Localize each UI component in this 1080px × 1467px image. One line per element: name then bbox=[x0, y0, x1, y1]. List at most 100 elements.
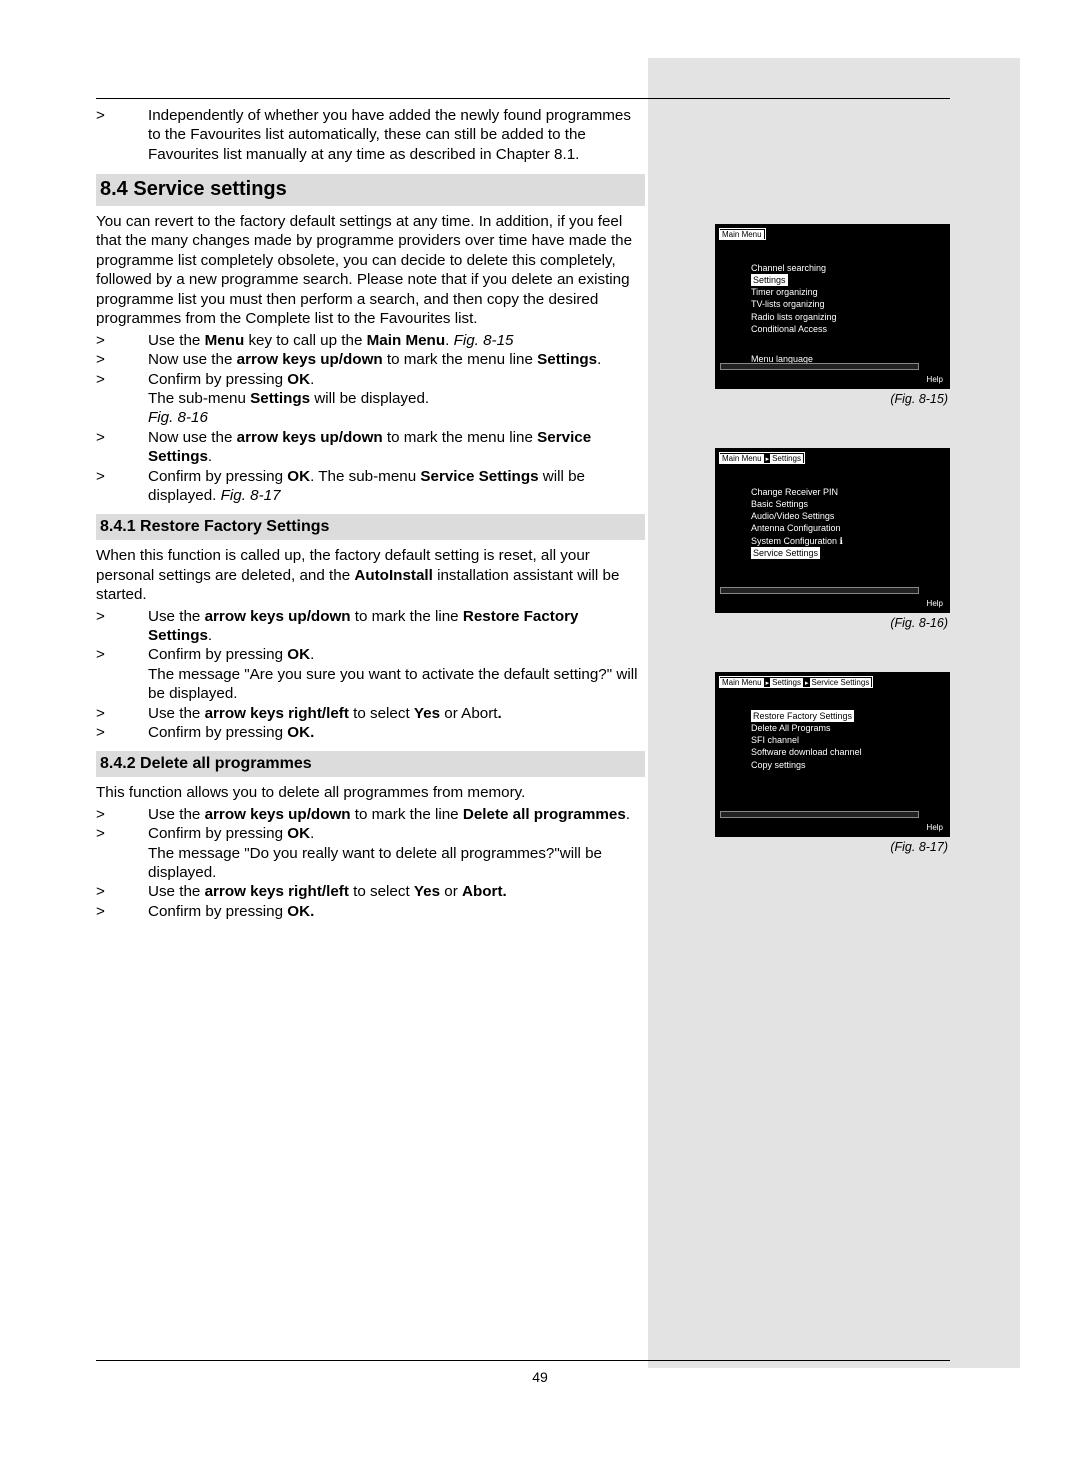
menu-item: Settings bbox=[751, 274, 946, 286]
menu-item: Channel searching bbox=[751, 262, 946, 274]
step-text: Independently of whether you have added … bbox=[148, 106, 645, 164]
step: >Now use the arrow keys up/down to mark … bbox=[96, 350, 645, 369]
menu-item: Software download channel bbox=[751, 746, 946, 758]
heading-8-4: 8.4 Service settings bbox=[96, 174, 645, 206]
heading-8-4-2: 8.4.2 Delete all programmes bbox=[96, 751, 645, 777]
figure-f16: Main Menu▸Settings Change Receiver PINBas… bbox=[715, 448, 950, 630]
screenshot: Main Menu▸Settings Change Receiver PINBas… bbox=[715, 448, 950, 613]
step: >Confirm by pressing OK. bbox=[96, 723, 645, 742]
menu-item: Service Settings bbox=[751, 547, 946, 559]
breadcrumb-item: Main Menu bbox=[720, 678, 764, 687]
step-text: Confirm by pressing OK. bbox=[148, 723, 645, 742]
step-text: Use the arrow keys up/down to mark the l… bbox=[148, 607, 645, 646]
step-marker: > bbox=[96, 824, 148, 882]
step-marker: > bbox=[96, 428, 148, 467]
menu-item: Conditional Access bbox=[751, 323, 946, 335]
steps-8-4-2: >Use the arrow keys up/down to mark the … bbox=[96, 805, 645, 922]
top-rule bbox=[96, 98, 950, 99]
step: >Use the arrow keys right/left to select… bbox=[96, 882, 645, 901]
menu-item: Restore Factory Settings bbox=[751, 710, 946, 722]
menu-item: TV-lists organizing bbox=[751, 298, 946, 310]
step-text: Confirm by pressing OK.The message "Are … bbox=[148, 645, 645, 703]
steps-8-4: >Use the Menu key to call up the Main Me… bbox=[96, 331, 645, 506]
para-8-4-1: When this function is called up, the fac… bbox=[96, 546, 645, 604]
help-label: Help bbox=[927, 599, 943, 608]
menu-item: Copy settings bbox=[751, 759, 946, 771]
step-text: Now use the arrow keys up/down to mark t… bbox=[148, 428, 645, 467]
step-marker: > bbox=[96, 467, 148, 506]
step-text: Use the arrow keys right/left to select … bbox=[148, 882, 645, 901]
menu-item-selected: Restore Factory Settings bbox=[751, 710, 854, 722]
step-text: Confirm by pressing OK.The message "Do y… bbox=[148, 824, 645, 882]
step: >Use the arrow keys right/left to select… bbox=[96, 704, 645, 723]
step-text: Use the arrow keys right/left to select … bbox=[148, 704, 645, 723]
breadcrumb-item: Settings bbox=[770, 678, 803, 687]
step-text: Confirm by pressing OK. The sub-menu Ser… bbox=[148, 467, 645, 506]
step-text: Confirm by pressing OK. bbox=[148, 902, 645, 921]
menu-item-selected: Service Settings bbox=[751, 547, 820, 559]
menu-item: SFI channel bbox=[751, 734, 946, 746]
menu-item: Delete All Programs bbox=[751, 722, 946, 734]
step-text: Use the arrow keys up/down to mark the l… bbox=[148, 805, 645, 824]
figure-caption: (Fig. 8-17) bbox=[715, 840, 950, 854]
figure-caption: (Fig. 8-15) bbox=[715, 392, 950, 406]
breadcrumb: Main Menu▸Settings bbox=[719, 452, 805, 464]
step-marker: > bbox=[96, 331, 148, 350]
step-marker: > bbox=[96, 106, 148, 164]
steps-8-4-1: >Use the arrow keys up/down to mark the … bbox=[96, 607, 645, 743]
step-text: Now use the arrow keys up/down to mark t… bbox=[148, 350, 645, 369]
breadcrumb: Main Menu bbox=[719, 228, 766, 240]
step: >Now use the arrow keys up/down to mark … bbox=[96, 428, 645, 467]
step-marker: > bbox=[96, 723, 148, 742]
menu-item: Audio/Video Settings bbox=[751, 510, 946, 522]
menu-item: Antenna Configuration bbox=[751, 522, 946, 534]
menu-item: Timer organizing bbox=[751, 286, 946, 298]
breadcrumb-item: Main Menu bbox=[720, 230, 764, 239]
step-text: Confirm by pressing OK.The sub-menu Sett… bbox=[148, 370, 645, 428]
step: >Confirm by pressing OK. bbox=[96, 902, 645, 921]
step-marker: > bbox=[96, 882, 148, 901]
intro-step: > Independently of whether you have adde… bbox=[96, 106, 645, 164]
step-marker: > bbox=[96, 350, 148, 369]
menu-item: System Configuration ℹ bbox=[751, 535, 946, 547]
footer-bar bbox=[720, 587, 919, 594]
menu-list: Change Receiver PINBasic SettingsAudio/V… bbox=[751, 486, 946, 559]
figure-f15: Main Menu Channel searchingSettingsTimer … bbox=[715, 224, 950, 406]
step: >Use the arrow keys up/down to mark the … bbox=[96, 805, 645, 824]
menu-item: Change Receiver PIN bbox=[751, 486, 946, 498]
breadcrumb-arrow-icon: ▸ bbox=[766, 680, 770, 687]
screenshot: Main Menu▸Settings▸Service SettingsResto… bbox=[715, 672, 950, 837]
page: > Independently of whether you have adde… bbox=[0, 0, 1080, 1467]
breadcrumb-arrow-icon: ▸ bbox=[805, 680, 809, 687]
breadcrumb-item: Service Settings bbox=[810, 678, 872, 687]
step: >Use the Menu key to call up the Main Me… bbox=[96, 331, 645, 350]
menu-list: Channel searchingSettingsTimer organizin… bbox=[751, 262, 946, 365]
breadcrumb-arrow-icon: ▸ bbox=[766, 456, 770, 463]
screenshot: Main Menu Channel searchingSettingsTimer … bbox=[715, 224, 950, 389]
step-marker: > bbox=[96, 645, 148, 703]
menu-list: Restore Factory SettingsDelete All Progr… bbox=[751, 710, 946, 771]
breadcrumb-item: Main Menu bbox=[720, 454, 764, 463]
step-text: Use the Menu key to call up the Main Men… bbox=[148, 331, 645, 350]
step-marker: > bbox=[96, 902, 148, 921]
menu-item: Radio lists organizing bbox=[751, 311, 946, 323]
para-8-4: You can revert to the factory default se… bbox=[96, 212, 645, 329]
footer-bar bbox=[720, 811, 919, 818]
help-label: Help bbox=[927, 375, 943, 384]
help-label: Help bbox=[927, 823, 943, 832]
page-number: 49 bbox=[0, 1369, 1080, 1385]
step: >Confirm by pressing OK.The sub-menu Set… bbox=[96, 370, 645, 428]
step: >Confirm by pressing OK.The message "Are… bbox=[96, 645, 645, 703]
figure-f17: Main Menu▸Settings▸Service SettingsResto… bbox=[715, 672, 950, 854]
step: >Confirm by pressing OK.The message "Do … bbox=[96, 824, 645, 882]
para-8-4-2: This function allows you to delete all p… bbox=[96, 783, 645, 802]
step: >Confirm by pressing OK. The sub-menu Se… bbox=[96, 467, 645, 506]
menu-item: Basic Settings bbox=[751, 498, 946, 510]
step-marker: > bbox=[96, 370, 148, 428]
step: >Use the arrow keys up/down to mark the … bbox=[96, 607, 645, 646]
heading-8-4-1: 8.4.1 Restore Factory Settings bbox=[96, 514, 645, 540]
content-column: > Independently of whether you have adde… bbox=[96, 106, 645, 921]
step-marker: > bbox=[96, 607, 148, 646]
bottom-rule bbox=[96, 1360, 950, 1361]
figure-caption: (Fig. 8-16) bbox=[715, 616, 950, 630]
